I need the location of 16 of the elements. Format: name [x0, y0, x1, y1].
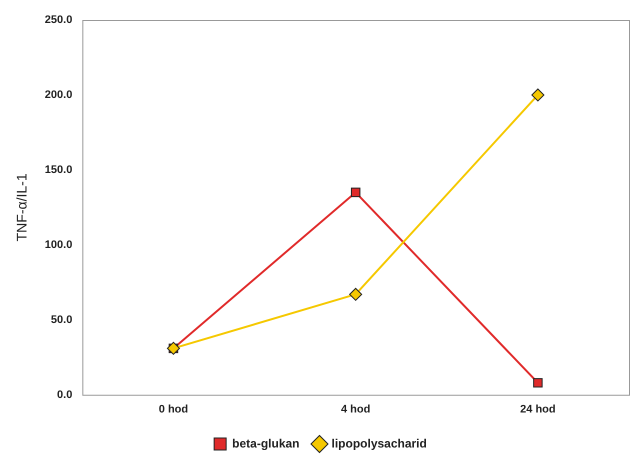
- y-tick-label: 150.0: [44, 164, 72, 176]
- x-tick-label: 4 hod: [340, 403, 370, 416]
- point: [350, 188, 360, 198]
- y-tick-label: 0.0: [57, 388, 72, 401]
- y-tick-label: 50.0: [50, 314, 72, 326]
- x-tick-label: 0 hod: [158, 403, 188, 416]
- y-tick-label: 100.0: [44, 238, 72, 251]
- y-axis-title: TNF-α/IL-1: [13, 173, 30, 242]
- point: [533, 378, 543, 388]
- x-tick-label: 24 hod: [520, 403, 556, 416]
- y-tick-label: 200.0: [44, 88, 72, 101]
- point: [531, 88, 544, 102]
- point: [349, 288, 362, 301]
- legend-label: beta-glukan: [232, 436, 300, 450]
- legend-label: lipopolysacharid: [331, 436, 427, 450]
- y-tick-label: 250.0: [44, 14, 72, 26]
